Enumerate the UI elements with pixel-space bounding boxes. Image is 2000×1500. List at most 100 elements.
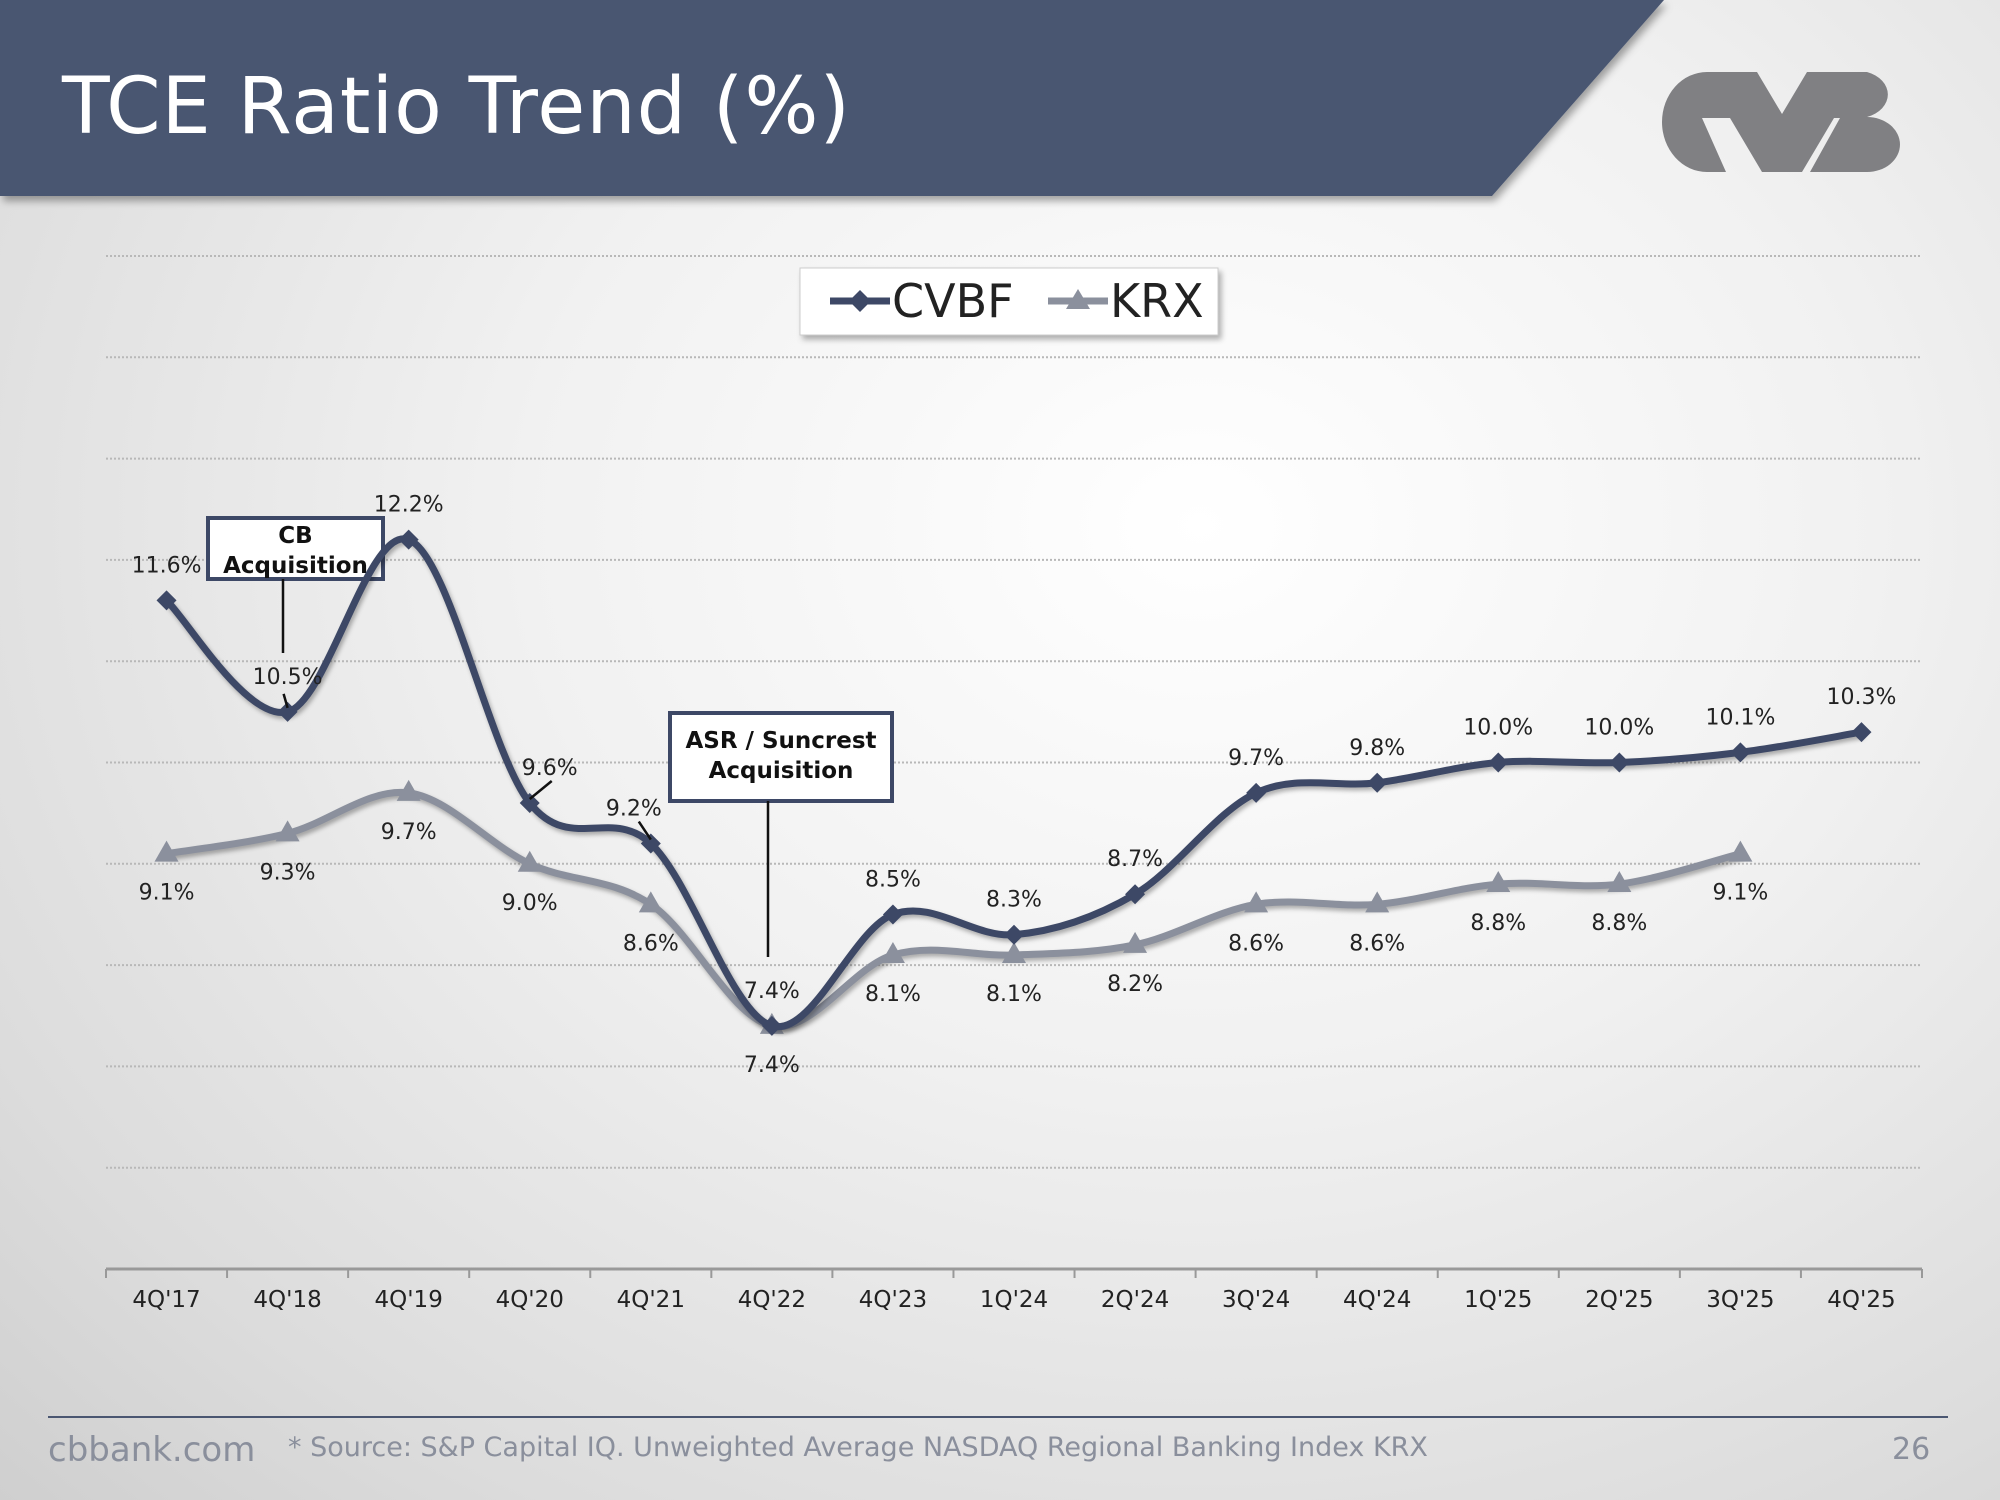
cvbf-data-label: 10.5% — [253, 665, 323, 690]
cvbf-data-label: 12.2% — [374, 493, 444, 518]
cvbf-data-label: 10.0% — [1463, 716, 1533, 741]
cvbf-point — [1851, 722, 1872, 743]
x-tick-label: 4Q'20 — [496, 1287, 564, 1313]
krx-data-label: 9.3% — [260, 860, 316, 885]
data-labels: 9.1% 9.3% 9.7% 9.0% 8.6% 7.4% 8.1% 8.1% 8.2% 8.6%… — [132, 493, 1897, 1078]
cvbf-point — [882, 904, 903, 925]
cvbf-data-label: 9.6% — [522, 756, 578, 781]
krx-point — [880, 941, 905, 963]
krx-point — [1123, 931, 1148, 953]
x-tick-label: 4Q'22 — [738, 1287, 806, 1313]
x-tick-label: 2Q'25 — [1585, 1287, 1653, 1313]
krx-data-label: 9.7% — [381, 820, 437, 845]
label-leader — [637, 820, 652, 841]
x-tick-label: 4Q'23 — [859, 1287, 927, 1313]
x-tick-label: 4Q'25 — [1827, 1287, 1895, 1313]
krx-point — [1365, 891, 1390, 913]
annotation-text: Acquisition — [709, 758, 854, 784]
krx-data-label: 9.1% — [1712, 881, 1768, 906]
cvbf-point — [640, 833, 661, 854]
annotations: CB Acquisition ASR / Suncrest Acquisition — [206, 516, 894, 957]
cvbf-point — [519, 793, 540, 814]
cvbf-point — [761, 1015, 782, 1036]
annotation-box — [668, 711, 894, 803]
krx-point — [396, 779, 421, 801]
cvbf-data-label: 10.3% — [1827, 685, 1897, 710]
cvbf-data-label: 10.0% — [1584, 716, 1654, 741]
krx-line — [165, 788, 1742, 1031]
krx-point — [638, 891, 663, 913]
cvbf-point — [156, 590, 177, 611]
cvbf-data-label: 9.7% — [1228, 746, 1284, 771]
legend-diamond-icon — [849, 290, 871, 312]
annotation-text: ASR / Suncrest — [685, 728, 876, 754]
x-tick-label: 3Q'24 — [1222, 1287, 1290, 1313]
x-axis: 4Q'17 4Q'18 4Q'19 4Q'20 4Q'21 4Q'22 4Q'23 1Q'24… — [105, 1267, 1923, 1313]
cvbf-point — [1367, 772, 1388, 793]
krx-point — [154, 840, 179, 862]
krx-data-label: 8.2% — [1107, 972, 1163, 997]
label-leader — [528, 780, 553, 800]
cvbf-data-label: 11.6% — [132, 553, 202, 578]
annotation-box — [206, 516, 385, 581]
x-tick-label: 1Q'24 — [980, 1287, 1048, 1313]
krx-point — [1728, 840, 1753, 862]
krx-data-label: 8.6% — [623, 931, 679, 956]
krx-point — [1244, 891, 1269, 913]
cvbf-data-label: 9.2% — [606, 797, 662, 822]
cvbf-point — [1246, 782, 1267, 803]
x-tick-label: 4Q'24 — [1343, 1287, 1411, 1313]
cvbf-point — [277, 701, 298, 722]
krx-data-label: 8.1% — [865, 982, 921, 1007]
label-leader — [282, 693, 289, 709]
cvbf-data-label: 8.5% — [865, 867, 921, 892]
cvbf-point — [1488, 752, 1509, 773]
page-title: TCE Ratio Trend (%) — [62, 62, 851, 152]
krx-point — [1607, 871, 1632, 893]
footer-source: * Source: S&P Capital IQ. Unweighted Ave… — [288, 1432, 1428, 1463]
cvbf-data-label: 9.8% — [1349, 736, 1405, 761]
cvbf-data-label: 8.3% — [986, 888, 1042, 913]
cvbf-point — [1730, 742, 1751, 763]
krx-data-label: 8.1% — [986, 982, 1042, 1007]
annotation-text: CB — [278, 523, 312, 549]
cvbf-data-label: 8.7% — [1107, 847, 1163, 872]
cvbf-point — [1125, 884, 1146, 905]
krx-data-label: 8.6% — [1228, 931, 1284, 956]
x-tick-label: 4Q'17 — [132, 1287, 200, 1313]
cvbf-point — [398, 529, 419, 550]
title-banner — [0, 0, 1664, 196]
krx-data-label: 9.0% — [502, 891, 558, 916]
x-tick-label: 4Q'18 — [253, 1287, 321, 1313]
x-tick-label: 4Q'19 — [375, 1287, 443, 1313]
annotation-text: Acquisition — [223, 553, 368, 579]
cvb-logo — [1662, 72, 1900, 172]
x-tick-label: 1Q'25 — [1464, 1287, 1532, 1313]
krx-point — [1486, 871, 1511, 893]
x-tick-label: 4Q'21 — [617, 1287, 685, 1313]
krx-data-label: 8.8% — [1470, 911, 1526, 936]
legend: CVBF KRX — [799, 267, 1219, 336]
gridlines — [106, 255, 1922, 1169]
legend-triangle-icon — [1066, 289, 1090, 309]
legend-cvbf-label: CVBF — [892, 274, 1014, 328]
page-number: 26 — [1892, 1432, 1931, 1467]
x-tick-label: 2Q'24 — [1101, 1287, 1169, 1313]
krx-data-label: 7.4% — [744, 1053, 800, 1078]
footer-divider — [48, 1416, 1948, 1418]
krx-data-label: 8.6% — [1349, 931, 1405, 956]
footer-site[interactable]: cbbank.com — [48, 1430, 256, 1470]
krx-point — [1002, 941, 1026, 963]
cvbf-point — [1609, 752, 1630, 773]
cvbf-point — [1004, 924, 1024, 945]
legend-krx-label: KRX — [1110, 274, 1204, 328]
series — [154, 529, 1872, 1036]
krx-point — [275, 820, 300, 842]
cvbf-data-label: 10.1% — [1705, 705, 1775, 730]
x-tick-label: 3Q'25 — [1706, 1287, 1774, 1313]
krx-data-label: 9.1% — [139, 881, 195, 906]
krx-data-label: 8.8% — [1591, 911, 1647, 936]
cvbf-data-label: 7.4% — [744, 979, 800, 1004]
krx-point — [517, 850, 542, 872]
